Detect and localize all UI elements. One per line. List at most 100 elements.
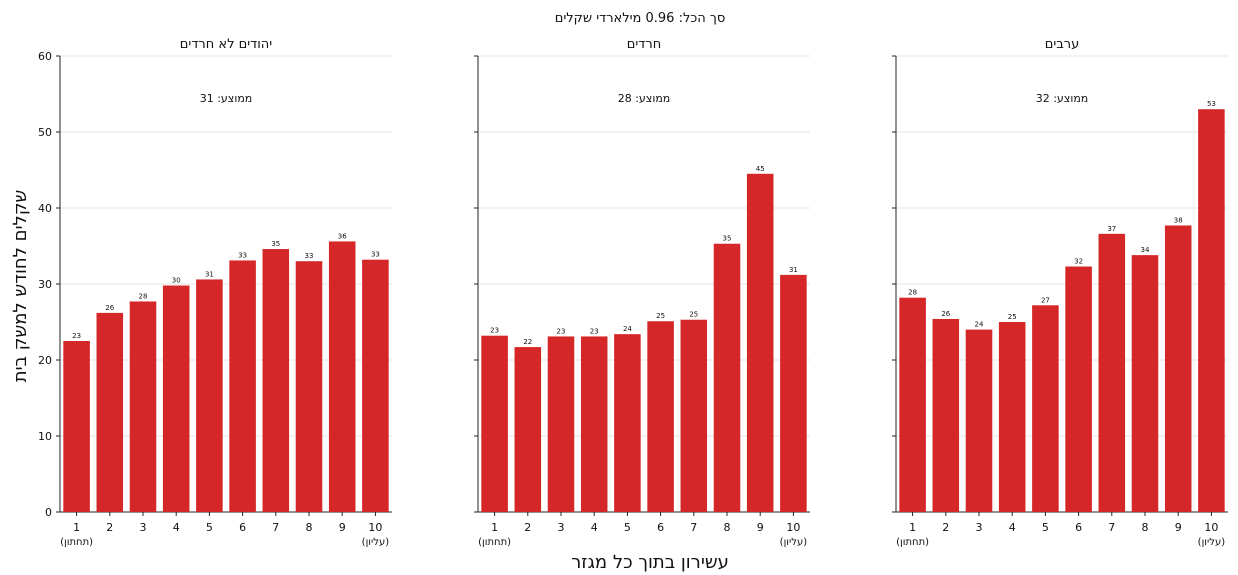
bar: [932, 318, 960, 512]
bar-value-label: 33: [238, 251, 247, 259]
x-tick-label: 6: [657, 521, 664, 534]
bar: [1198, 109, 1225, 512]
bar: [514, 347, 542, 512]
x-tick-label: 8: [724, 521, 731, 534]
bar-value-label: 25: [656, 312, 665, 320]
x-tick-label: 6: [1075, 521, 1082, 534]
bar-value-label: 23: [490, 327, 499, 335]
bar-value-label: 23: [72, 332, 81, 340]
x-tick-label: 1: [73, 521, 80, 534]
x-tick-label: 3: [976, 521, 983, 534]
bar: [162, 285, 190, 512]
bar-value-label: 35: [723, 235, 732, 243]
bar-value-label: 37: [1107, 225, 1116, 233]
bar-value-label: 24: [975, 321, 984, 329]
bar-value-label: 26: [105, 304, 114, 312]
bar-value-label: 38: [1174, 216, 1183, 224]
x-tick-label: 9: [1175, 521, 1182, 534]
bar: [780, 274, 807, 512]
panel-title: חרדים: [627, 37, 661, 52]
y-tick-label: 60: [38, 50, 52, 63]
average-annotation: ממוצע: 32: [1036, 92, 1089, 105]
chart-panels: 0102030405060231262283304315336357338369…: [38, 37, 1228, 548]
x-tick-label: 4: [591, 521, 598, 534]
x-tick-label: 10: [786, 521, 800, 534]
bar: [229, 260, 256, 512]
bar: [295, 261, 323, 512]
bar: [1131, 255, 1159, 512]
x-tick-label: 7: [690, 521, 697, 534]
bar-value-label: 31: [205, 270, 214, 278]
bar-value-label: 25: [689, 311, 698, 319]
bar: [680, 319, 708, 512]
bar-value-label: 34: [1141, 246, 1150, 254]
bar-value-label: 25: [1008, 313, 1017, 321]
x-tick-label: 9: [339, 521, 346, 534]
x-tick-label: 4: [1009, 521, 1016, 534]
bar-value-label: 53: [1207, 100, 1216, 108]
x-tick-label: 3: [558, 521, 565, 534]
bar: [1032, 305, 1059, 512]
bar: [481, 335, 508, 512]
chart-panel: 28 1 26 2 24 3 25 4 27 5 32 6 37 7 34 8 38 9 53 10 (תחתון) (ע…: [892, 37, 1228, 548]
bar: [547, 336, 575, 512]
chart-title: סך הכל: 0.96 מילארדי שקלים: [555, 11, 726, 26]
x-tick-label: 5: [1042, 521, 1049, 534]
bar: [262, 249, 290, 513]
y-tick-label: 20: [38, 354, 52, 367]
bar: [1164, 225, 1192, 513]
x-tick-label: 2: [106, 521, 113, 534]
x-tick-label: 3: [140, 521, 147, 534]
bar-value-label: 23: [590, 327, 599, 335]
y-tick-label: 50: [38, 126, 52, 139]
x-tick-sublabel: (תחתון): [60, 537, 93, 548]
bar-value-label: 33: [371, 251, 380, 259]
y-axis-label: שקלים לחודש למשק בית: [10, 190, 31, 383]
chart-panel: 0 10 20 30 40 50 60 23 1 26 2 28 3 30 4 31 5 33 6 35 7 33 8 36 9…: [38, 37, 392, 548]
x-tick-sublabel: (עליון): [1198, 537, 1226, 548]
y-tick-label: 30: [38, 278, 52, 291]
bar-value-label: 22: [523, 338, 532, 346]
bar-value-label: 35: [271, 240, 280, 248]
bar: [647, 321, 674, 512]
x-tick-label: 4: [173, 521, 180, 534]
x-tick-label: 7: [272, 521, 279, 534]
x-tick-label: 5: [206, 521, 213, 534]
bar: [899, 297, 926, 512]
bar: [196, 279, 223, 512]
bar-value-label: 24: [623, 325, 632, 333]
x-tick-label: 10: [1204, 521, 1218, 534]
bar: [580, 336, 608, 512]
x-tick-label: 1: [909, 521, 916, 534]
x-tick-sublabel: (עליון): [362, 537, 390, 548]
x-tick-label: 10: [368, 521, 382, 534]
bar: [614, 334, 641, 512]
bar: [998, 322, 1026, 512]
bar: [965, 329, 993, 512]
bar: [96, 312, 124, 512]
x-tick-label: 2: [942, 521, 949, 534]
x-tick-label: 7: [1108, 521, 1115, 534]
x-tick-label: 9: [757, 521, 764, 534]
average-annotation: ממוצע: 31: [200, 92, 253, 105]
bar: [1098, 233, 1126, 512]
bar-value-label: 45: [756, 165, 765, 173]
bar: [713, 243, 741, 512]
y-tick-label: 10: [38, 430, 52, 443]
x-tick-label: 2: [524, 521, 531, 534]
bar-value-label: 28: [908, 289, 917, 297]
x-tick-label: 5: [624, 521, 631, 534]
bar-value-label: 28: [139, 292, 148, 300]
bar-value-label: 32: [1074, 258, 1083, 266]
bar: [63, 341, 90, 512]
bar-value-label: 23: [557, 327, 566, 335]
x-tick-label: 8: [306, 521, 313, 534]
bar-value-label: 30: [172, 277, 181, 285]
bar-value-label: 33: [305, 252, 314, 260]
bar: [328, 241, 356, 512]
bar-value-label: 31: [789, 266, 798, 274]
bar: [746, 173, 774, 513]
y-tick-label: 40: [38, 202, 52, 215]
